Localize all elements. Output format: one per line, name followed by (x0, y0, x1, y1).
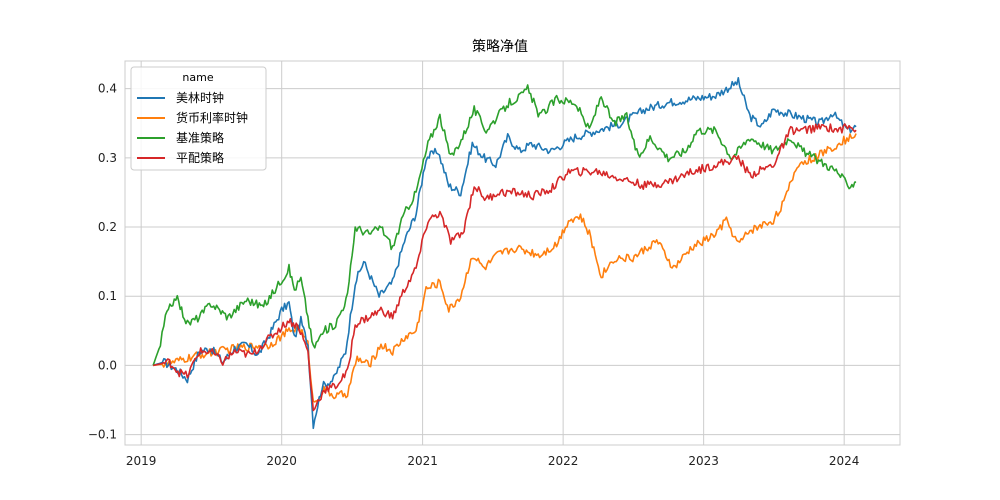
y-tick-label: −0.1 (88, 428, 117, 442)
y-tick-label: 0.3 (98, 151, 117, 165)
grid (125, 61, 900, 445)
legend-title: name (182, 71, 213, 84)
series-lines (152, 77, 857, 430)
y-tick-label: 0.1 (98, 289, 117, 303)
legend-label: 美林时钟 (176, 90, 224, 105)
axes: −0.1 0.0 0.1 0.2 0.3 0.4 2019 2020 2021 2022 2023 2… (88, 60, 901, 468)
x-tick-label: 2020 (266, 454, 297, 468)
series-line-1 (152, 133, 857, 403)
legend-box (130, 66, 267, 171)
legend-label: 平配策略 (176, 150, 224, 165)
plot-frame (124, 60, 901, 446)
x-tick-label: 2022 (548, 454, 579, 468)
legend-label: 货币利率时钟 (176, 110, 248, 125)
x-tick-label: 2023 (688, 454, 719, 468)
series-line-0 (152, 77, 857, 430)
series-line-3 (152, 123, 857, 412)
x-tick-label: 2024 (829, 454, 860, 468)
y-tick-label: 0.0 (98, 358, 117, 372)
y-tick-label: 0.4 (98, 82, 117, 96)
series-line-2 (152, 84, 857, 366)
x-tick-label: 2019 (126, 454, 157, 468)
legend-label: 基准策略 (176, 130, 224, 145)
chart-title: 策略净值 (472, 38, 528, 55)
y-tick-label: 0.2 (98, 220, 117, 234)
x-tick-label: 2021 (407, 454, 438, 468)
